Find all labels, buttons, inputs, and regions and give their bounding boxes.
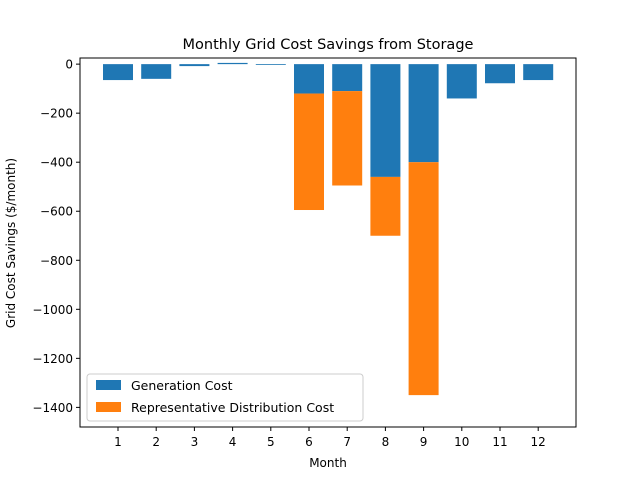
- y-tick-label: 0: [65, 58, 73, 72]
- bar-series0-month-5: [255, 64, 286, 65]
- legend-label-distribution-cost: Representative Distribution Cost: [131, 400, 334, 415]
- bar-series0-month-2: [141, 64, 172, 79]
- y-tick-label: −1400: [32, 401, 73, 415]
- plot-frame: [79, 57, 577, 428]
- x-tick-label: 4: [229, 435, 237, 449]
- bars-group: [103, 62, 554, 396]
- bar-series0-month-6: [294, 64, 324, 94]
- legend-label-generation-cost: Generation Cost: [131, 378, 233, 393]
- bar-series0-month-7: [332, 64, 363, 92]
- x-tick-label: 5: [267, 435, 275, 449]
- y-tick-label: −800: [40, 254, 73, 268]
- bar-series1-month-9: [408, 162, 439, 396]
- bar-series0-month-1: [103, 64, 133, 81]
- bar-series0-month-4: [217, 62, 248, 65]
- x-axis: 1 2 3 4 5 6 7 8 9 10 11 12: [114, 427, 546, 449]
- x-tick-label: 6: [305, 435, 313, 449]
- bar-series0-month-3: [179, 64, 210, 67]
- bar-series0-month-10: [446, 64, 477, 99]
- y-tick-label: −200: [40, 107, 73, 121]
- legend-swatch-distribution-cost: [96, 402, 121, 412]
- y-tick-label: −400: [40, 156, 73, 170]
- x-tick-label: 12: [531, 435, 546, 449]
- bar-series0-month-11: [485, 64, 515, 84]
- bar-series1-month-6: [294, 93, 324, 211]
- y-tick-label: −600: [40, 205, 73, 219]
- y-axis-label: Grid Cost Savings ($/month): [4, 158, 18, 328]
- bar-series1-month-8: [370, 176, 401, 236]
- x-tick-label: 1: [114, 435, 122, 449]
- x-tick-label: 11: [492, 435, 507, 449]
- x-tick-label: 8: [382, 435, 390, 449]
- y-tick-label: −1000: [32, 303, 73, 317]
- x-tick-label: 10: [454, 435, 469, 449]
- x-tick-label: 9: [420, 435, 428, 449]
- bar-series0-month-8: [370, 64, 401, 177]
- bar-series0-month-12: [523, 64, 554, 81]
- bar-series0-month-9: [408, 64, 439, 163]
- y-axis: 0 −200 −400 −600 −800 −1000 −1200 −1400: [32, 58, 80, 415]
- x-axis-label: Month: [309, 456, 347, 470]
- x-tick-label: 3: [191, 435, 199, 449]
- bar-series1-month-7: [332, 91, 363, 186]
- chart-title: Monthly Grid Cost Savings from Storage: [183, 37, 474, 53]
- x-tick-label: 2: [152, 435, 160, 449]
- legend-swatch-generation-cost: [96, 380, 121, 390]
- legend: Generation Cost Representative Distribut…: [86, 373, 364, 422]
- x-tick-label: 7: [343, 435, 351, 449]
- legend-box: [86, 373, 364, 422]
- y-tick-label: −1200: [32, 352, 73, 366]
